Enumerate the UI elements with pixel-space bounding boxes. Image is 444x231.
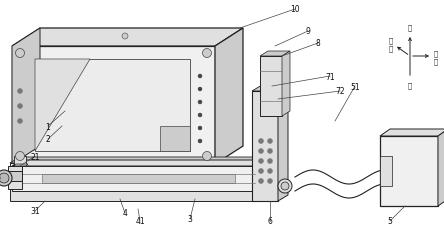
Text: 下: 下 (408, 82, 412, 88)
Circle shape (267, 179, 273, 184)
Circle shape (17, 119, 23, 124)
Circle shape (198, 100, 202, 105)
Polygon shape (10, 183, 267, 189)
Circle shape (198, 88, 202, 92)
Circle shape (267, 149, 273, 154)
Polygon shape (0, 177, 8, 180)
Polygon shape (252, 86, 288, 92)
Polygon shape (35, 60, 90, 151)
Circle shape (202, 49, 211, 58)
Polygon shape (12, 29, 243, 47)
Circle shape (16, 152, 24, 161)
Circle shape (16, 49, 24, 58)
Text: 左: 左 (389, 46, 393, 52)
Text: 72: 72 (335, 87, 345, 96)
Polygon shape (42, 174, 235, 183)
Circle shape (267, 169, 273, 174)
Polygon shape (8, 166, 22, 189)
Polygon shape (260, 57, 282, 116)
Circle shape (198, 113, 202, 118)
Polygon shape (35, 60, 190, 151)
Text: 10: 10 (290, 6, 300, 14)
Circle shape (258, 169, 263, 174)
Polygon shape (278, 86, 288, 201)
Circle shape (202, 152, 211, 161)
Text: 8: 8 (316, 39, 321, 48)
Circle shape (258, 139, 263, 144)
Text: 2: 2 (46, 135, 50, 144)
Text: 4: 4 (123, 209, 127, 218)
Polygon shape (12, 160, 265, 166)
Circle shape (17, 89, 23, 94)
Polygon shape (380, 129, 444, 137)
Text: 右: 右 (434, 51, 438, 57)
Polygon shape (160, 126, 190, 151)
Circle shape (198, 139, 202, 143)
Polygon shape (10, 165, 262, 173)
Circle shape (198, 126, 202, 131)
Polygon shape (10, 157, 260, 163)
Polygon shape (12, 47, 215, 164)
Polygon shape (14, 156, 26, 166)
Polygon shape (380, 156, 392, 186)
Circle shape (267, 159, 273, 164)
Circle shape (281, 182, 289, 190)
Circle shape (0, 170, 12, 186)
Circle shape (17, 104, 23, 109)
Polygon shape (438, 129, 444, 206)
Circle shape (122, 34, 128, 40)
Text: 前: 前 (434, 58, 438, 65)
Text: 6: 6 (268, 217, 273, 225)
Polygon shape (260, 52, 290, 57)
Circle shape (258, 149, 263, 154)
Text: 21: 21 (30, 152, 40, 161)
Polygon shape (255, 160, 265, 191)
Polygon shape (10, 189, 257, 201)
Circle shape (278, 179, 292, 193)
Polygon shape (282, 52, 290, 116)
Circle shape (198, 75, 202, 79)
Polygon shape (12, 29, 40, 164)
Text: 9: 9 (305, 27, 310, 36)
Circle shape (258, 159, 263, 164)
Text: 后: 后 (389, 37, 393, 44)
Polygon shape (14, 164, 28, 166)
Text: 41: 41 (135, 217, 145, 225)
Polygon shape (380, 137, 438, 206)
Circle shape (0, 173, 9, 183)
Text: 上: 上 (408, 24, 412, 31)
Text: 3: 3 (187, 215, 192, 224)
Text: 71: 71 (325, 72, 335, 81)
Polygon shape (8, 171, 22, 181)
Polygon shape (12, 166, 255, 191)
Polygon shape (10, 163, 250, 173)
Text: 5: 5 (388, 217, 392, 225)
Circle shape (258, 179, 263, 184)
Polygon shape (215, 29, 243, 164)
Circle shape (267, 139, 273, 144)
Text: 51: 51 (350, 82, 360, 91)
Polygon shape (252, 92, 278, 201)
Text: 1: 1 (46, 122, 50, 131)
Text: 31: 31 (30, 207, 40, 216)
